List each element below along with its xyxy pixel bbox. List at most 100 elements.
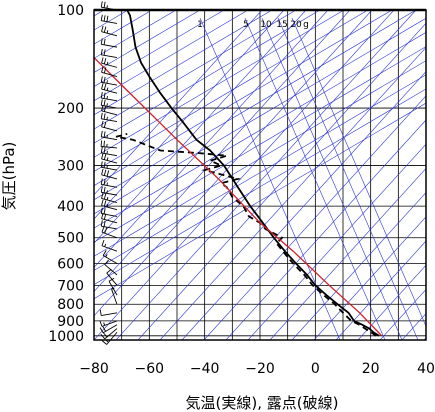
y-tick-label: 300 — [57, 158, 84, 174]
mixing-ratio-line — [261, 17, 403, 340]
y-tick-label: 200 — [57, 101, 84, 117]
wind-barb-staff — [101, 118, 118, 123]
y-tick-label: 400 — [57, 199, 84, 215]
wind-barb-staff — [101, 62, 118, 68]
wind-barb-flag — [100, 92, 103, 99]
wind-barb-flag — [99, 320, 103, 327]
wind-barb-staff — [101, 88, 118, 94]
wind-barb — [108, 277, 118, 296]
wind-barb-flag — [101, 239, 105, 246]
wind-barb-flag — [100, 333, 106, 340]
wind-barb — [101, 120, 118, 132]
isotherm-line — [115, 10, 417, 340]
wind-barb-flag — [108, 277, 115, 282]
wind-barb-flag — [100, 207, 103, 214]
wind-barb-flag — [111, 287, 115, 290]
wind-barb-flag — [100, 146, 103, 153]
isotherm-line — [137, 22, 426, 340]
series-layer — [94, 10, 383, 337]
wind-barb-flag — [103, 113, 106, 120]
wind-barb-flag — [103, 147, 106, 154]
isotherm-line — [94, 10, 351, 293]
wind-barb-staff — [101, 146, 118, 149]
wind-barb-staff — [101, 71, 118, 77]
wind-barb — [101, 66, 118, 77]
wind-barb-staff — [101, 136, 118, 141]
adiabat-line — [94, 10, 369, 172]
wind-barb-flag — [101, 153, 104, 160]
wind-barb — [101, 83, 118, 94]
wind-barb — [99, 309, 118, 317]
adiabat-line — [94, 10, 273, 116]
wind-barb — [111, 287, 118, 305]
wind-barb-flag — [106, 5, 108, 9]
wind-barb-flag — [106, 182, 108, 186]
y-tick-label: 600 — [57, 257, 84, 273]
isotherm-line — [203, 95, 426, 340]
wind-barb — [101, 192, 118, 204]
wind-barb-staff — [111, 289, 118, 305]
y-axis-title: 気圧(hPa) — [0, 142, 18, 211]
wind-barb — [101, 239, 118, 252]
isotherm-line — [335, 240, 426, 340]
wind-barb-flag — [103, 213, 107, 220]
wind-barb-flag — [106, 170, 110, 177]
y-tick-label: 1000 — [48, 329, 84, 345]
wind-barb-flag — [106, 30, 109, 34]
wind-barb-staff — [101, 166, 118, 171]
wind-barb-staff — [101, 97, 118, 102]
adiabat-line — [94, 10, 249, 102]
mixing-ratio-line — [291, 17, 426, 327]
wind-barb-flag — [102, 250, 107, 256]
wind-barb — [100, 186, 118, 196]
wind-barb-flag — [103, 1, 106, 8]
wind-barb — [100, 178, 118, 188]
wind-barb-flag — [101, 168, 104, 175]
wind-barb-flag — [102, 325, 107, 332]
wind-barbs — [99, 1, 118, 345]
wind-barb-flag — [106, 87, 109, 91]
wind-barb-flag — [101, 199, 104, 206]
wind-barb-staff — [101, 312, 118, 317]
wind-barb — [100, 207, 118, 217]
helper-lines — [94, 10, 426, 340]
wind-barb-staff — [101, 20, 118, 24]
wind-barb — [101, 153, 118, 164]
adiabat-line — [94, 88, 426, 285]
temperature-profile — [126, 10, 380, 337]
wind-barb-flag — [99, 327, 104, 334]
wind-barb-flag — [100, 140, 103, 147]
wind-barb-flag — [103, 26, 107, 33]
adiabat-line — [94, 74, 426, 271]
wind-barb-flag — [101, 57, 104, 64]
wind-barb-staff — [101, 43, 118, 48]
adiabat-line — [94, 60, 426, 257]
wind-barb-flag — [103, 49, 106, 56]
wind-barb-flag — [100, 99, 103, 106]
x-tick-label: −40 — [190, 361, 220, 377]
adiabat-line — [94, 32, 426, 229]
wind-barb — [101, 168, 118, 180]
adiabat-line — [94, 10, 345, 158]
wind-barb — [100, 76, 118, 86]
reference-profile — [94, 57, 383, 337]
wind-barb-flag — [100, 76, 103, 83]
wind-barb-flag — [100, 1, 103, 8]
isotherm-line — [247, 143, 426, 340]
wind-barb-flag — [106, 103, 108, 107]
x-tick-label: 40 — [417, 361, 435, 377]
wind-barb-flag — [103, 186, 106, 193]
wind-barb-flag — [106, 134, 108, 138]
wind-barb-flag — [102, 332, 108, 338]
mixing-ratio-label: 20 — [290, 20, 302, 30]
wind-barb-flag — [103, 193, 107, 200]
x-tick-label: −80 — [79, 361, 109, 377]
wind-barb-flag — [103, 58, 107, 65]
wind-barb-flag — [100, 178, 103, 185]
wind-barb-flag — [101, 192, 104, 199]
isotherm-line — [159, 46, 426, 340]
wind-barb-flag — [106, 190, 108, 194]
isotherm-line — [94, 10, 285, 220]
wind-barb-flag — [103, 220, 106, 227]
